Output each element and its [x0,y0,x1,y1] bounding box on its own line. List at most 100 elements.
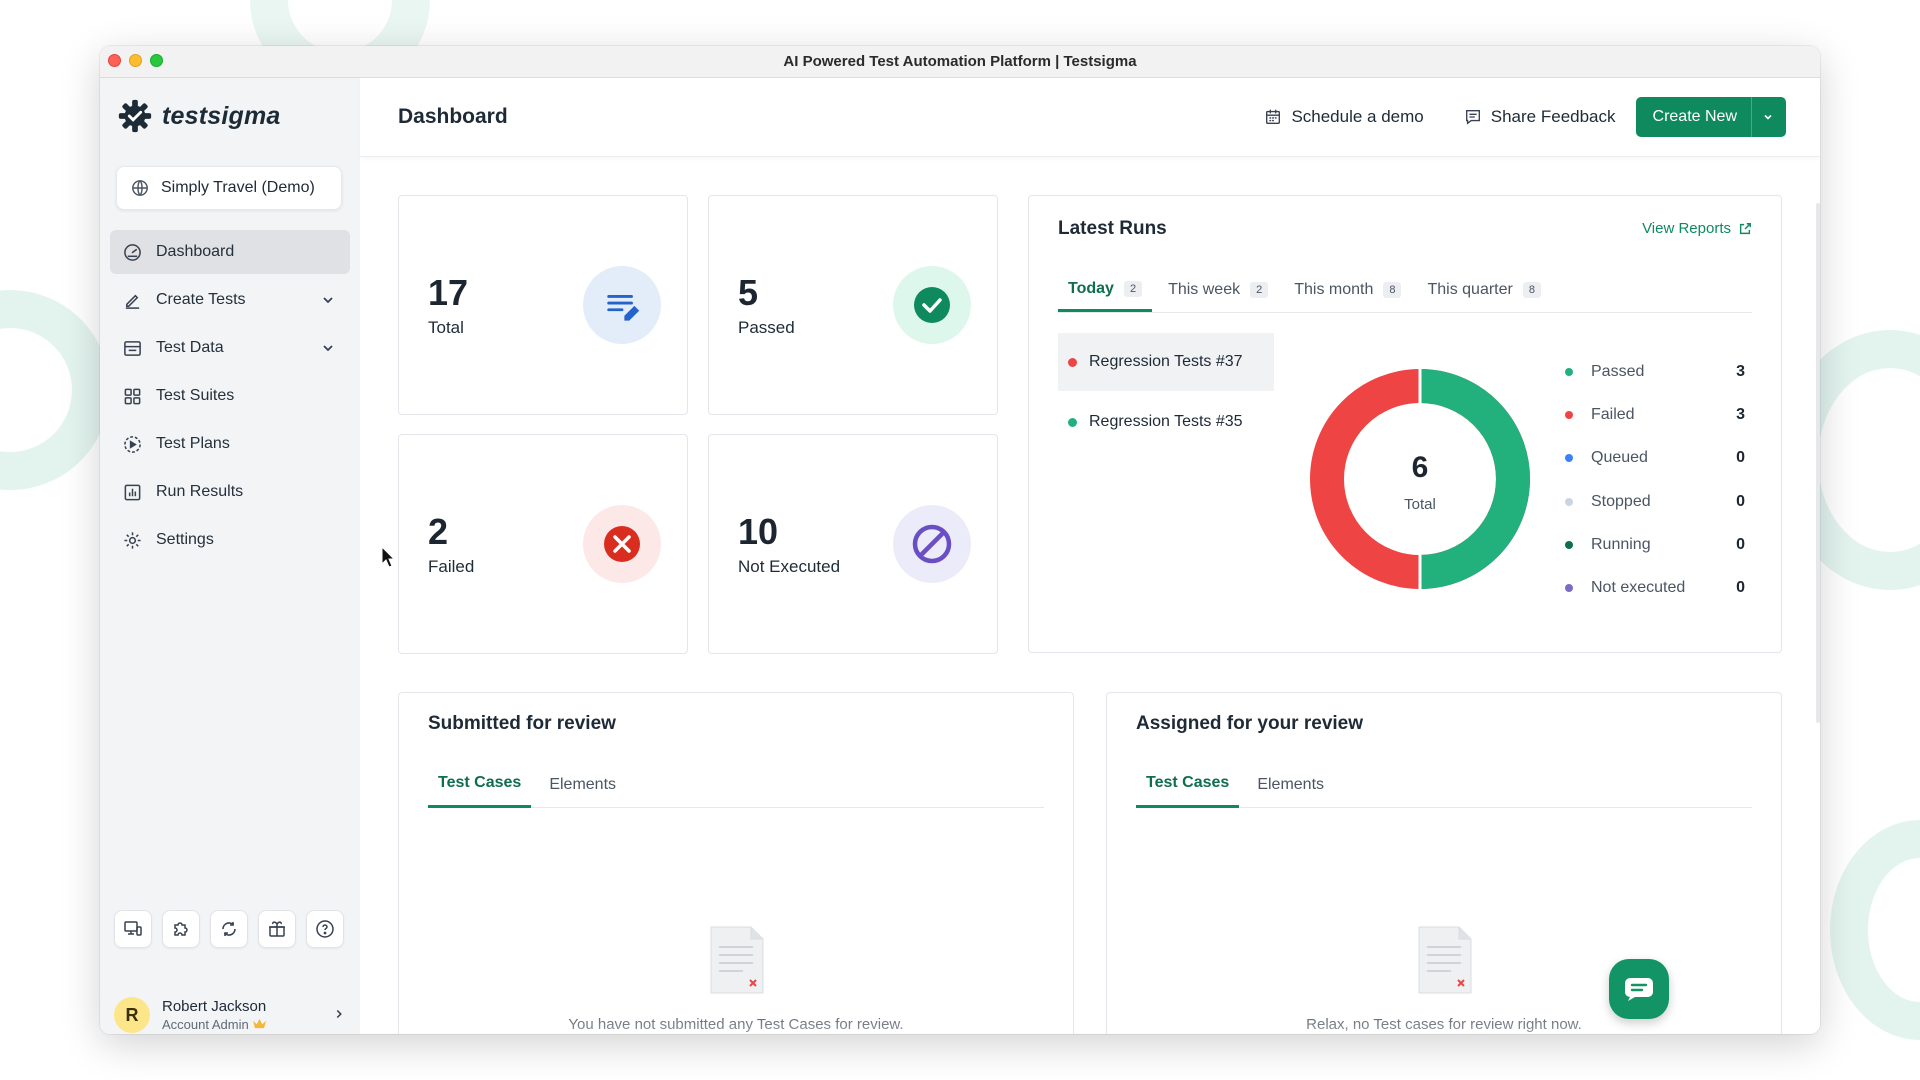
view-reports-label: View Reports [1642,220,1731,237]
page-title: Dashboard [398,105,508,128]
user-profile[interactable]: R Robert Jackson Account Admin [114,993,346,1034]
sidebar-item-dashboard[interactable]: Dashboard [110,230,350,274]
tab-test-cases[interactable]: Test Cases [428,761,532,808]
tab-count-badge: 8 [1522,282,1541,298]
run-status-dot [1068,357,1077,367]
tab-today[interactable]: Today 2 [1058,268,1153,312]
stat-value: 2 [428,511,449,552]
tab-this-week[interactable]: This week 2 [1158,268,1278,312]
chevron-down-icon[interactable] [1752,111,1786,123]
legend-dot [1565,540,1573,549]
legend-label: Stopped [1591,492,1651,510]
sidebar-item-label: Test Plans [156,435,230,452]
tab-test-cases[interactable]: Test Cases [1136,761,1240,808]
legend-item-passed: Passed 3 [1565,350,1745,393]
donut-passed-segment[interactable] [1419,369,1530,589]
user-role: Account Admin [162,1017,267,1032]
review-tabs: Test Cases Elements [428,761,1044,808]
sidebar-item-label: Settings [156,531,214,548]
tab-this-quarter[interactable]: This quarter 8 [1417,268,1551,312]
chat-support-button[interactable] [1609,959,1669,1019]
run-item[interactable]: Regression Tests #35 [1058,393,1274,451]
calendar-icon [1266,109,1281,124]
sidebar-tools [114,910,344,948]
results-legend: Passed 3 Failed 3 Queued 0 [1565,350,1745,610]
chevron-down-icon[interactable] [320,340,336,356]
legend-value: 3 [1736,362,1745,380]
empty-document-icon [710,926,764,994]
empty-state-message: You have not submitted any Test Cases fo… [568,1016,904,1033]
scrollbar[interactable] [1816,203,1820,723]
stat-label: Total [428,318,464,337]
tab-count-badge: 2 [1250,282,1269,298]
legend-dot [1565,367,1573,376]
addons-button[interactable] [162,910,200,948]
schedule-demo-link[interactable]: Schedule a demo [1264,107,1424,127]
sidebar-item-test-data[interactable]: Test Data [110,326,350,370]
legend-value: 0 [1736,579,1745,597]
legend-item-failed: Failed 3 [1565,393,1745,436]
gauge-icon [122,242,142,262]
sidebar-item-settings[interactable]: Settings [110,518,350,562]
testsigma-logo-icon [118,99,152,133]
legend-dot [1565,454,1573,463]
sidebar-item-create-tests[interactable]: Create Tests [110,278,350,322]
grid-icon [122,386,142,406]
submitted-review-card: Submitted for review Test Cases Elements… [398,692,1074,1034]
ban-icon [893,505,971,583]
sync-button[interactable] [210,910,248,948]
legend-label: Failed [1591,405,1635,423]
donut-total-label: Total [1404,496,1436,513]
view-reports-link[interactable]: View Reports [1642,220,1752,237]
legend-label: Not executed [1591,579,1686,597]
results-donut-chart [1310,368,1530,590]
puzzle-icon [174,922,188,936]
empty-document-icon [1418,926,1472,994]
user-name: Robert Jackson [162,998,267,1015]
project-name: Simply Travel (Demo) [161,179,315,196]
create-new-button[interactable]: Create New [1635,97,1786,137]
globe-icon [132,180,148,196]
tab-elements[interactable]: Elements [549,775,617,793]
stat-card-passed[interactable]: 5 Passed [708,195,998,415]
stat-label: Failed [428,557,475,576]
stat-value: 5 [738,272,759,313]
sidebar-item-test-plans[interactable]: Test Plans [110,422,350,466]
stat-label: Not Executed [738,557,841,576]
tab-this-month[interactable]: This month 8 [1284,268,1411,312]
external-link-icon [1739,222,1751,234]
devices-button[interactable] [114,910,152,948]
share-feedback-link[interactable]: Share Feedback [1464,107,1616,127]
feedback-icon [1465,110,1480,125]
table-icon [122,338,142,358]
stat-card-total[interactable]: 17 Total [398,195,688,415]
tab-count-badge: 8 [1383,282,1402,298]
help-button[interactable] [306,910,344,948]
chevron-right-icon[interactable] [332,1007,346,1021]
share-feedback-label: Share Feedback [1490,107,1616,126]
tab-elements[interactable]: Elements [1257,775,1325,793]
gift-icon [269,921,285,937]
project-selector[interactable]: Simply Travel (Demo) [116,166,342,210]
chevron-down-icon[interactable] [320,292,336,308]
legend-label: Passed [1591,362,1645,380]
minimize-window-button[interactable] [129,54,142,67]
maximize-window-button[interactable] [150,54,163,67]
close-window-button[interactable] [108,54,121,67]
card-title: Submitted for review [428,713,616,734]
check-circle-icon [893,266,971,344]
sidebar-item-run-results[interactable]: Run Results [110,470,350,514]
app-window: AI Powered Test Automation Platform | Te… [100,46,1820,1034]
legend-dot [1565,497,1573,506]
window-title: AI Powered Test Automation Platform | Te… [783,53,1137,70]
stat-card-failed[interactable]: 2 Failed [398,434,688,654]
brand-logo[interactable]: testsigma [116,97,281,135]
window-titlebar: AI Powered Test Automation Platform | Te… [100,46,1820,78]
sidebar-item-test-suites[interactable]: Test Suites [110,374,350,418]
stat-card-not-executed[interactable]: 10 Not Executed [708,434,998,654]
run-item[interactable]: Regression Tests #37 [1058,333,1274,391]
avatar: R [114,997,150,1033]
legend-dot [1565,410,1573,419]
stat-value: 10 [738,511,779,552]
whats-new-button[interactable] [258,910,296,948]
